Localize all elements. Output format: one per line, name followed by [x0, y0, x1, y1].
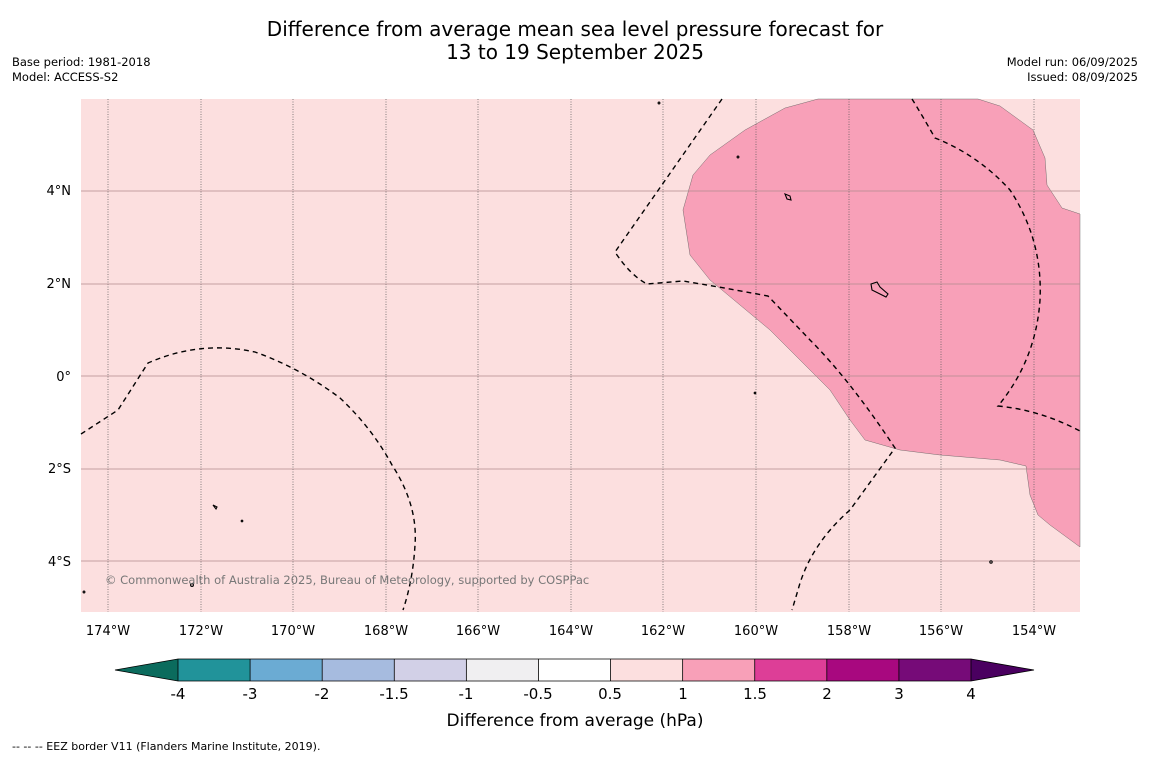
lat-label: 2°N — [47, 277, 72, 292]
title-line-2: 13 to 19 September 2025 — [446, 40, 704, 64]
colorbar-segment — [394, 659, 467, 681]
issued-date: Issued: 08/09/2025 — [1027, 70, 1138, 84]
lon-label: 172°W — [179, 624, 223, 639]
colorbar-tick-label: 3 — [894, 685, 904, 703]
islands — [82, 101, 993, 594]
colorbar-segment — [610, 659, 683, 681]
lat-label: 4°S — [48, 555, 71, 570]
lon-label: 158°W — [827, 624, 871, 639]
lon-label: 174°W — [86, 624, 130, 639]
latitude-labels: 4°N 2°N 0° 2°S 4°S — [47, 184, 72, 570]
colorbar-segment — [250, 659, 323, 681]
model-name: Model: ACCESS-S2 — [12, 70, 119, 84]
colorbar-tick-label: -0.5 — [523, 685, 552, 703]
model-run: Model run: 06/09/2025 — [1006, 55, 1138, 69]
colorbar-tick-label: -1.5 — [379, 685, 408, 703]
island — [784, 193, 792, 201]
island — [753, 391, 757, 395]
colorbar-segment — [178, 659, 251, 681]
colorbar: -4 -3 -2 -1.5 -1 -0.5 0.5 1 1.5 2 3 4 Di… — [114, 658, 1035, 731]
longitude-gridlines — [107, 99, 1035, 612]
island — [212, 504, 218, 511]
anomaly-region — [682, 98, 1081, 548]
eez-border-central — [614, 98, 896, 611]
lon-label: 168°W — [364, 624, 408, 639]
eez-legend: -- -- -- EEZ border V11 (Flanders Marine… — [12, 740, 321, 753]
lat-label: 4°N — [47, 184, 72, 199]
colorbar-tick-label: 4 — [966, 685, 976, 703]
base-period: Base period: 1981-2018 — [12, 55, 151, 69]
meta-left: Base period: 1981-2018 Model: ACCESS-S2 — [12, 55, 151, 85]
lon-label: 166°W — [456, 624, 500, 639]
lon-label: 164°W — [549, 624, 593, 639]
lat-label: 2°S — [48, 462, 71, 477]
colorbar-label: Difference from average (hPa) — [447, 711, 704, 731]
latitude-gridlines — [81, 190, 1080, 562]
island — [989, 560, 993, 564]
colorbar-tick-label: -1 — [459, 685, 474, 703]
island — [870, 281, 889, 298]
colorbar-segment — [322, 659, 395, 681]
colorbar-tick-label: 1.5 — [743, 685, 767, 703]
eez-border-west — [80, 347, 417, 611]
island — [736, 155, 740, 159]
colorbar-tick-label: -4 — [171, 685, 186, 703]
lon-label: 156°W — [919, 624, 963, 639]
colorbar-segment — [466, 659, 539, 681]
longitude-labels: 174°W 172°W 170°W 168°W 166°W 164°W 162°… — [86, 624, 1056, 639]
colorbar-segment — [826, 659, 900, 681]
colorbar-low-extend — [115, 659, 178, 681]
eez-border-east — [911, 98, 1081, 432]
colorbar-segment — [898, 659, 972, 681]
lon-label: 160°W — [734, 624, 778, 639]
colorbar-ticks — [177, 659, 972, 681]
lat-label: 0° — [56, 370, 71, 385]
lon-label: 154°W — [1012, 624, 1056, 639]
colorbar-segment — [538, 659, 611, 681]
chart-title: Difference from average mean sea level p… — [0, 18, 1150, 64]
colorbar-tick-labels: -4 -3 -2 -1.5 -1 -0.5 0.5 1 1.5 2 3 4 — [171, 685, 976, 703]
eez-borders — [80, 98, 1081, 611]
colorbar-tick-label: -3 — [243, 685, 258, 703]
colorbar-tick-label: 0.5 — [598, 685, 622, 703]
island — [657, 101, 661, 105]
colorbar-segments — [178, 659, 972, 681]
title-line-1: Difference from average mean sea level p… — [266, 17, 884, 41]
colorbar-segment — [754, 659, 828, 681]
lon-label: 170°W — [271, 624, 315, 639]
colorbar-tick-label: 1 — [678, 685, 688, 703]
copyright-notice: © Commonwealth of Australia 2025, Bureau… — [105, 573, 589, 587]
colorbar-high-extend — [971, 659, 1034, 681]
colorbar-segment — [682, 659, 756, 681]
island — [82, 590, 86, 594]
lon-label: 162°W — [641, 624, 685, 639]
colorbar-tick-label: 2 — [822, 685, 832, 703]
island — [240, 519, 244, 523]
meta-right: Model run: 06/09/2025 Issued: 08/09/2025 — [1007, 55, 1138, 85]
colorbar-tick-label: -2 — [315, 685, 330, 703]
island — [190, 583, 194, 587]
